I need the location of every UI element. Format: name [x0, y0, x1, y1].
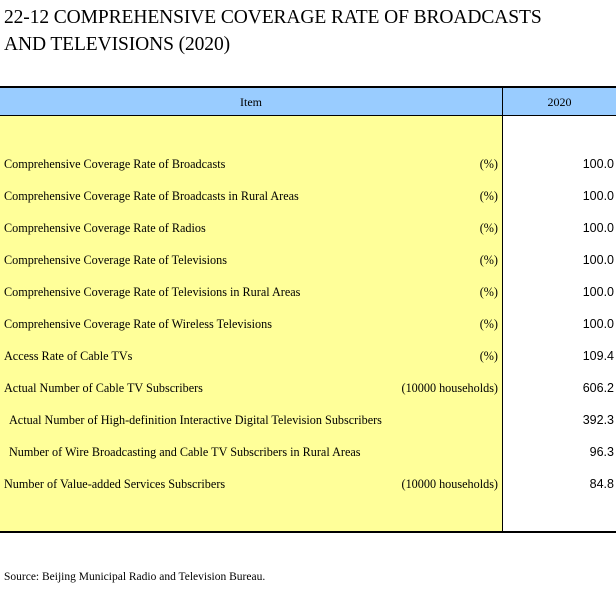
table-row: Actual Number of High-definition Interac…	[0, 404, 616, 436]
table-row: Access Rate of Cable TVs (%) 109.4	[0, 340, 616, 372]
table-row: Comprehensive Coverage Rate of Radios (%…	[0, 212, 616, 244]
row-value: 100.0	[582, 189, 614, 203]
row-label: Number of Wire Broadcasting and Cable TV…	[9, 445, 361, 459]
row-label: Comprehensive Coverage Rate of Broadcast…	[4, 157, 226, 171]
row-unit: (%)	[479, 253, 498, 267]
row-value: 96.3	[589, 445, 614, 459]
row-value: 392.3	[582, 413, 614, 427]
row-label: Actual Number of High-definition Interac…	[9, 413, 382, 427]
row-value: 100.0	[582, 157, 614, 171]
row-label: Comprehensive Coverage Rate of Televisio…	[4, 253, 227, 267]
table-row: Comprehensive Coverage Rate of Broadcast…	[0, 180, 616, 212]
row-unit: (%)	[479, 317, 498, 331]
row-unit: (10000 households)	[401, 477, 498, 491]
row-label: Comprehensive Coverage Rate of Wireless …	[4, 317, 272, 331]
row-unit: (%)	[479, 221, 498, 235]
row-label: Comprehensive Coverage Rate of Radios	[4, 221, 206, 235]
row-value: 109.4	[582, 349, 614, 363]
row-value: 606.2	[582, 381, 614, 395]
row-unit: (%)	[479, 349, 498, 363]
table-header-row: Item 2020	[0, 86, 616, 116]
row-label: Comprehensive Coverage Rate of Broadcast…	[4, 189, 299, 203]
row-label: Number of Value-added Services Subscribe…	[4, 477, 226, 491]
row-unit: (%)	[479, 285, 498, 299]
row-label: Actual Number of Cable TV Subscribers	[4, 381, 203, 395]
row-value: 100.0	[582, 253, 614, 267]
page-title-line-2: AND TELEVISIONS (2020)	[4, 34, 231, 55]
coverage-table: Item 2020 Comprehensive Coverage Rate of…	[0, 86, 616, 533]
column-header-2020: 2020	[547, 95, 572, 109]
page-title-line-1: 22-12 COMPREHENSIVE COVERAGE RATE OF BRO…	[4, 7, 542, 28]
table-row: Comprehensive Coverage Rate of Televisio…	[0, 244, 616, 276]
column-header-item: Item	[240, 95, 262, 109]
table-row: Comprehensive Coverage Rate of Televisio…	[0, 276, 616, 308]
row-unit: (10000 households)	[401, 381, 498, 395]
row-label: Comprehensive Coverage Rate of Televisio…	[4, 285, 301, 299]
table-body: Comprehensive Coverage Rate of Broadcast…	[0, 116, 616, 531]
table-row: Number of Value-added Services Subscribe…	[0, 468, 616, 500]
table-row: Comprehensive Coverage Rate of Wireless …	[0, 308, 616, 340]
row-value: 100.0	[582, 221, 614, 235]
source-note: Source: Beijing Municipal Radio and Tele…	[4, 571, 266, 583]
table-bottom-rule	[0, 531, 616, 533]
row-value: 100.0	[582, 317, 614, 331]
row-unit: (%)	[479, 157, 498, 171]
column-divider	[502, 86, 503, 533]
table-row: Comprehensive Coverage Rate of Broadcast…	[0, 148, 616, 180]
row-value: 84.8	[589, 477, 614, 491]
table-row: Actual Number of Cable TV Subscribers (1…	[0, 372, 616, 404]
row-value: 100.0	[582, 285, 614, 299]
table-row: Number of Wire Broadcasting and Cable TV…	[0, 436, 616, 468]
row-label: Access Rate of Cable TVs	[4, 349, 133, 363]
item-column-background	[0, 116, 502, 531]
row-unit: (%)	[479, 189, 498, 203]
page-title: 22-12 COMPREHENSIVE COVERAGE RATE OF BRO…	[4, 4, 612, 58]
